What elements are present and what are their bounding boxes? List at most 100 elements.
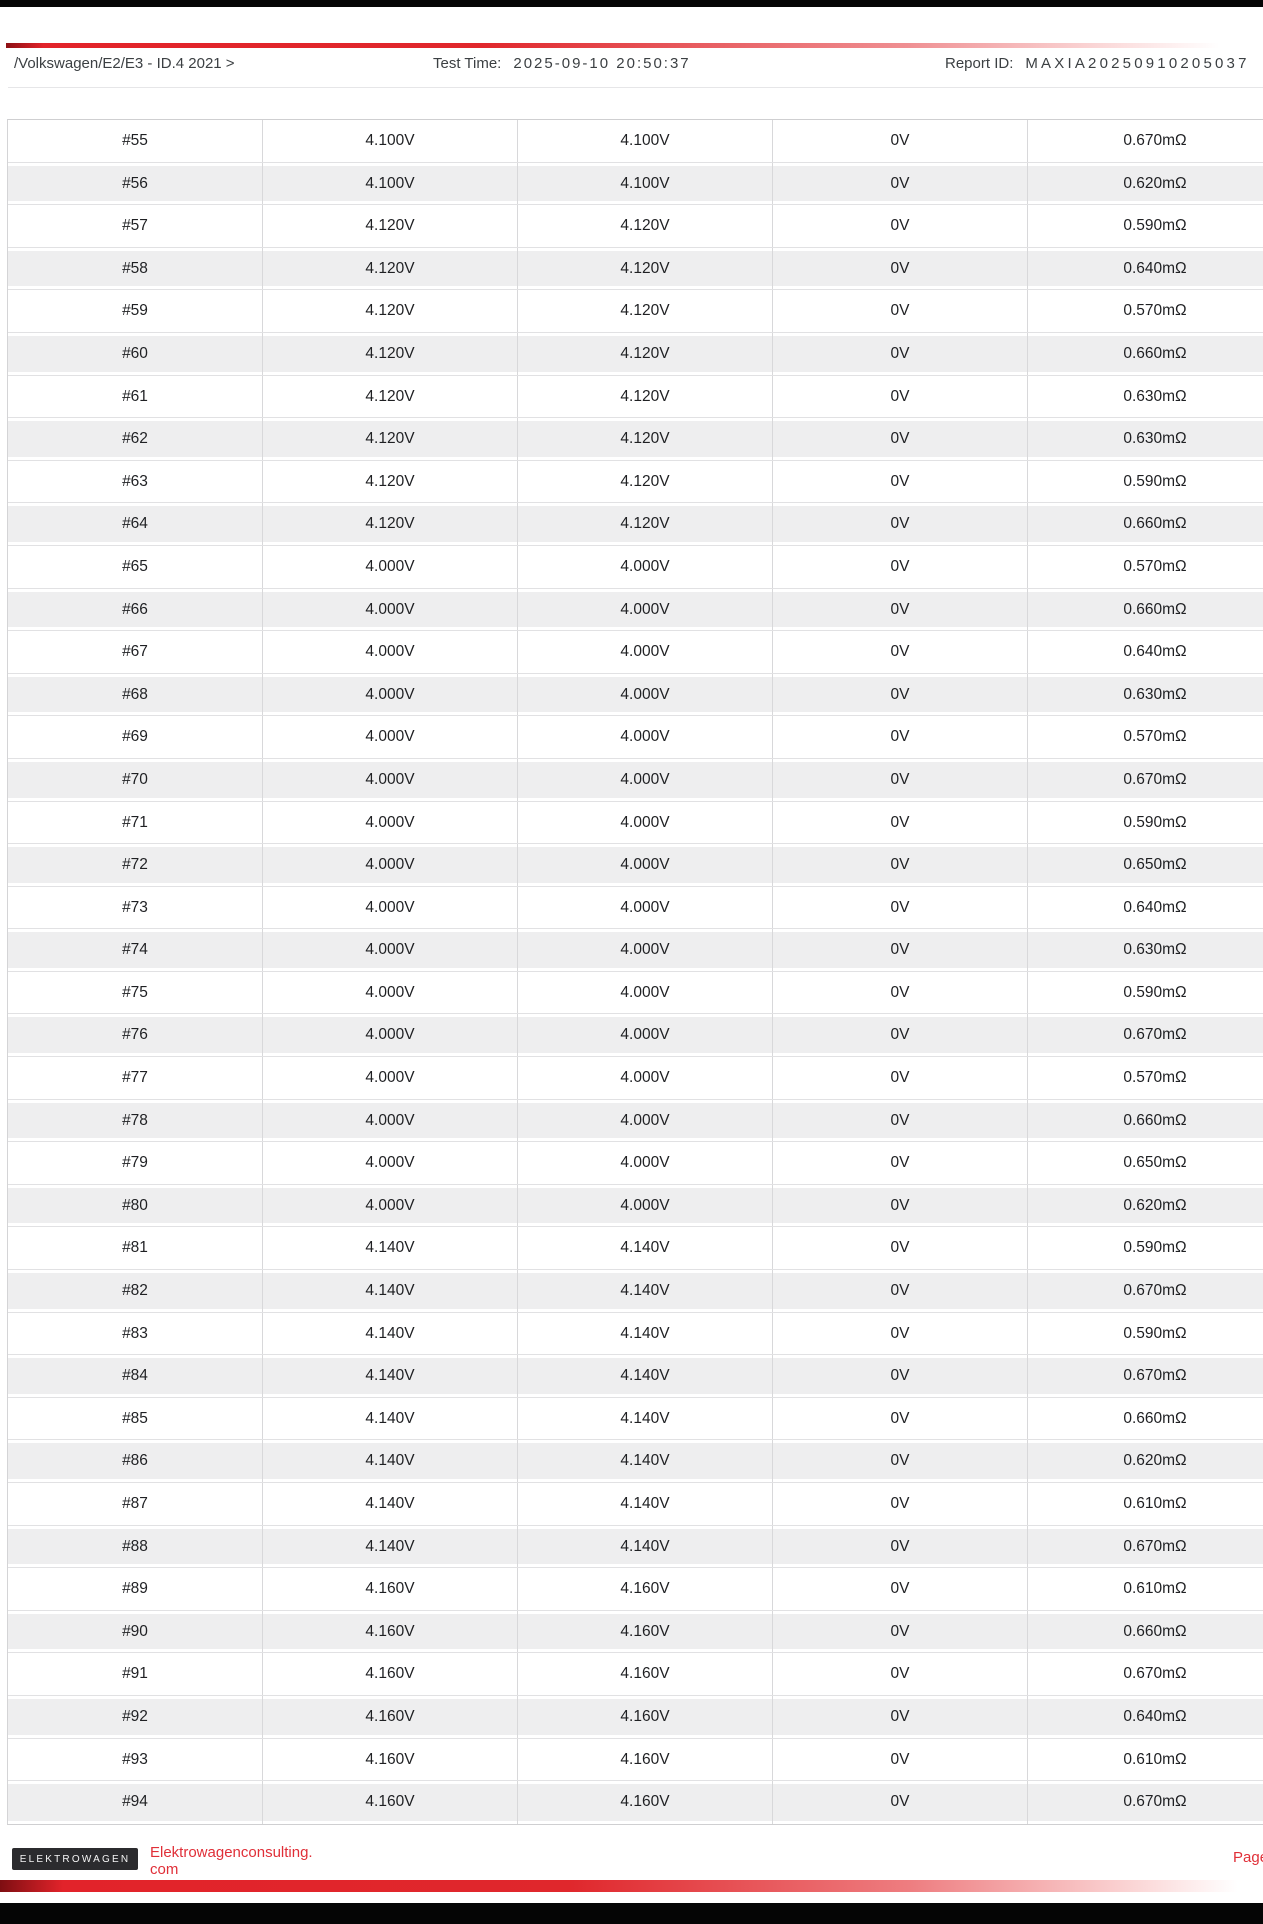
table-cell-voltage_2: 4.120V	[518, 290, 773, 332]
table-cell-voltage_2: 4.140V	[518, 1270, 773, 1312]
table-cell-voltage_2: 4.120V	[518, 418, 773, 460]
table-cell-voltage_1: 4.000V	[263, 545, 518, 588]
table-cell-voltage_2: 4.000V	[518, 1184, 773, 1227]
table-cell-cell_id: #78	[8, 1099, 263, 1142]
table-cell-voltage_2: 4.140V	[518, 1355, 773, 1397]
table-cell-cell_id: #90	[8, 1610, 263, 1653]
table-cell-cell_id: #80	[8, 1184, 263, 1227]
table-cell-voltage_2: 4.140V	[518, 1312, 773, 1355]
table-cell-voltage_1: 4.120V	[263, 205, 518, 247]
table-cell-voltage_2: 4.120V	[518, 503, 773, 545]
table-row: #91 4.160V 4.160V 0V 0.670mΩ	[8, 1653, 1263, 1696]
table-cell-voltage_1: 4.140V	[263, 1355, 518, 1397]
table-row: #70 4.000V 4.000V 0V 0.670mΩ	[8, 758, 1263, 802]
table-cell-voltage_2: 4.000V	[518, 1142, 773, 1184]
test-time-label: Test Time:	[433, 55, 502, 72]
table-cell-voltage_1: 4.000V	[263, 673, 518, 716]
table-cell-resistance: 0.630mΩ	[1028, 674, 1263, 716]
table-cell-voltage_1: 4.000V	[263, 1099, 518, 1142]
table-cell-resistance: 0.670mΩ	[1028, 759, 1263, 801]
table-cell-voltage_1: 4.140V	[263, 1312, 518, 1355]
table-cell-voltage_2: 4.000V	[518, 1057, 773, 1099]
table-cell-cell_id: #85	[8, 1397, 263, 1440]
table-cell-resistance: 0.670mΩ	[1028, 1781, 1263, 1824]
table-cell-voltage_2: 4.000V	[518, 1014, 773, 1057]
table-cell-voltage_3: 0V	[773, 1653, 1028, 1695]
table-cell-cell_id: #74	[8, 929, 263, 971]
table-cell-voltage_2: 4.120V	[518, 332, 773, 375]
table-row: #82 4.140V 4.140V 0V 0.670mΩ	[8, 1270, 1263, 1313]
table-cell-voltage_3: 0V	[773, 1695, 1028, 1738]
table-row: #85 4.140V 4.140V 0V 0.660mΩ	[8, 1397, 1263, 1441]
table-cell-cell_id: #72	[8, 844, 263, 886]
table-cell-voltage_2: 4.100V	[518, 120, 773, 162]
table-cell-voltage_1: 4.000V	[263, 716, 518, 758]
table-cell-voltage_3: 0V	[773, 1440, 1028, 1482]
top-page-edge-bar	[0, 0, 1263, 7]
table-cell-cell_id: #92	[8, 1695, 263, 1738]
table-row: #61 4.120V 4.120V 0V 0.630mΩ	[8, 375, 1263, 419]
table-row: #77 4.000V 4.000V 0V 0.570mΩ	[8, 1057, 1263, 1100]
table-cell-voltage_3: 0V	[773, 631, 1028, 673]
table-cell-voltage_2: 4.000V	[518, 1099, 773, 1142]
table-cell-voltage_3: 0V	[773, 758, 1028, 801]
table-cell-resistance: 0.670mΩ	[1028, 1653, 1263, 1695]
table-cell-cell_id: #75	[8, 971, 263, 1014]
table-row: #56 4.100V 4.100V 0V 0.620mΩ	[8, 162, 1263, 206]
table-cell-resistance: 0.570mΩ	[1028, 716, 1263, 758]
table-cell-voltage_1: 4.120V	[263, 503, 518, 545]
table-cell-voltage_3: 0V	[773, 1483, 1028, 1525]
table-cell-resistance: 0.620mΩ	[1028, 1185, 1263, 1227]
table-cell-cell_id: #59	[8, 290, 263, 332]
table-cell-cell_id: #62	[8, 418, 263, 460]
table-cell-cell_id: #56	[8, 162, 263, 205]
table-cell-voltage_3: 0V	[773, 1099, 1028, 1142]
table-cell-voltage_3: 0V	[773, 1142, 1028, 1184]
table-cell-voltage_3: 0V	[773, 886, 1028, 929]
test-time: Test Time: 2025-09-10 20:50:37	[433, 54, 691, 74]
table-cell-resistance: 0.670mΩ	[1028, 120, 1263, 162]
table-cell-resistance: 0.590mΩ	[1028, 1313, 1263, 1355]
table-cell-voltage_1: 4.120V	[263, 418, 518, 460]
table-cell-voltage_3: 0V	[773, 1184, 1028, 1227]
table-cell-voltage_1: 4.160V	[263, 1568, 518, 1610]
table-cell-resistance: 0.570mΩ	[1028, 290, 1263, 332]
table-cell-voltage_1: 4.100V	[263, 162, 518, 205]
table-cell-resistance: 0.660mΩ	[1028, 589, 1263, 631]
table-cell-cell_id: #65	[8, 545, 263, 588]
table-cell-voltage_3: 0V	[773, 1525, 1028, 1568]
table-cell-voltage_1: 4.160V	[263, 1610, 518, 1653]
table-cell-voltage_1: 4.120V	[263, 460, 518, 503]
table-cell-cell_id: #63	[8, 460, 263, 503]
table-cell-resistance: 0.660mΩ	[1028, 1100, 1263, 1142]
table-cell-cell_id: #76	[8, 1014, 263, 1057]
table-cell-voltage_1: 4.160V	[263, 1653, 518, 1695]
table-cell-cell_id: #88	[8, 1525, 263, 1568]
breadcrumb: /Volkswagen/E2/E3 - ID.4 2021 >	[14, 55, 235, 72]
table-row: #75 4.000V 4.000V 0V 0.590mΩ	[8, 971, 1263, 1015]
table-cell-voltage_3: 0V	[773, 460, 1028, 503]
table-row: #67 4.000V 4.000V 0V 0.640mΩ	[8, 631, 1263, 674]
table-cell-voltage_2: 4.160V	[518, 1695, 773, 1738]
website-link[interactable]: Elektrowagenconsulting.com	[150, 1844, 313, 1878]
table-row: #81 4.140V 4.140V 0V 0.590mΩ	[8, 1227, 1263, 1271]
table-cell-resistance: 0.570mΩ	[1028, 1057, 1263, 1099]
table-cell-cell_id: #61	[8, 375, 263, 418]
table-cell-cell_id: #58	[8, 247, 263, 290]
table-cell-resistance: 0.670mΩ	[1028, 1014, 1263, 1056]
table-row: #64 4.120V 4.120V 0V 0.660mΩ	[8, 503, 1263, 546]
table-cell-resistance: 0.640mΩ	[1028, 248, 1263, 290]
table-cell-voltage_3: 0V	[773, 971, 1028, 1014]
report-id-value: MAXIA20250910205037	[1025, 55, 1250, 72]
table-cell-voltage_2: 4.000V	[518, 971, 773, 1014]
header-red-rule	[6, 43, 1257, 48]
table-cell-voltage_1: 4.000V	[263, 844, 518, 886]
table-cell-resistance: 0.610mΩ	[1028, 1568, 1263, 1610]
table-row: #88 4.140V 4.140V 0V 0.670mΩ	[8, 1525, 1263, 1569]
cell-measurements-table: #55 4.100V 4.100V 0V 0.670mΩ #56 4.100V 4.100V 0…	[7, 119, 1263, 1825]
table-cell-voltage_3: 0V	[773, 1227, 1028, 1270]
table-cell-voltage_1: 4.120V	[263, 375, 518, 418]
table-cell-voltage_3: 0V	[773, 1610, 1028, 1653]
table-cell-voltage_3: 0V	[773, 1014, 1028, 1057]
table-cell-voltage_2: 4.140V	[518, 1227, 773, 1270]
